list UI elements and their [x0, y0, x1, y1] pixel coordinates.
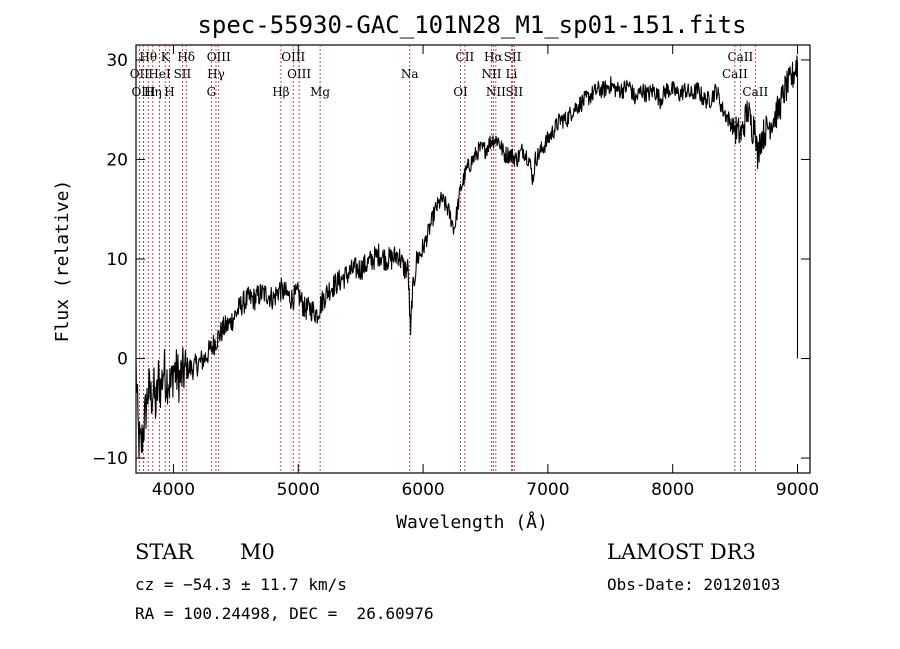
- emission-line-label: Hβ: [272, 85, 289, 99]
- y-tick-label: 30: [106, 51, 128, 71]
- emission-line-label: Hδ: [177, 50, 195, 64]
- x-axis-label: Wavelength (Å): [396, 511, 548, 533]
- x-tick-label: 4000: [152, 480, 195, 500]
- emission-line-label: SII: [505, 85, 523, 99]
- y-tick-label: 20: [106, 150, 128, 170]
- y-tick-label: 0: [117, 350, 128, 370]
- emission-line-label: HeI: [148, 67, 171, 81]
- x-tick-label: 8000: [651, 480, 694, 500]
- spectrum-line: [135, 55, 799, 458]
- chart-title: spec-55930-GAC_101N28_M1_sp01-151.fits: [197, 11, 746, 39]
- emission-line-label: CaII: [727, 50, 753, 64]
- emission-line-label: OIII: [287, 67, 311, 81]
- obs-date: Obs-Date: 20120103: [607, 575, 781, 594]
- emission-line-label: OIII: [131, 85, 155, 99]
- emission-line-label: Hγ: [207, 67, 225, 81]
- emission-line-label: OIII: [281, 50, 305, 64]
- x-tick-label: 6000: [401, 480, 444, 500]
- x-tick-label: 9000: [776, 480, 819, 500]
- emission-line-label: OIII: [207, 50, 231, 64]
- emission-line-label: NII: [486, 85, 506, 99]
- emission-line-label: Hα: [484, 50, 503, 64]
- emission-line-label: OI: [453, 85, 468, 99]
- y-tick-label: 10: [106, 250, 128, 270]
- emission-line-label: Li: [506, 67, 518, 81]
- emission-line-label: OII: [130, 67, 150, 81]
- spectrum-chart: spec-55930-GAC_101N28_M1_sp01-151.fits H…: [52, 11, 819, 533]
- axis-ticks: 4000 5000 6000 7000 8000 9000 −10 0 10 20 30: [92, 45, 819, 500]
- emission-line-label: Hη: [144, 85, 162, 99]
- emission-line-label: SII: [504, 50, 522, 64]
- survey-name: LAMOST DR3: [607, 540, 756, 564]
- x-tick-label: 7000: [526, 480, 569, 500]
- emission-line-label: H: [164, 85, 174, 99]
- coordinates: RA = 100.24498, DEC = 26.60976: [135, 604, 434, 623]
- plot-frame: [135, 44, 811, 474]
- object-class: STAR: [135, 540, 194, 564]
- emission-line-label: K: [161, 50, 171, 64]
- emission-line-label: G: [207, 85, 217, 99]
- emission-lines: [138, 45, 756, 473]
- redshift-info: cz = −54.3 ± 11.7 km/s: [135, 575, 347, 594]
- emission-line-label: Mg: [310, 85, 330, 99]
- emission-line-label: SII: [174, 67, 192, 81]
- emission-line-label: CII: [456, 50, 475, 64]
- emission-line-label: Hθ: [139, 50, 157, 64]
- object-subclass: M0: [240, 540, 275, 564]
- y-tick-label: −10: [92, 449, 128, 469]
- y-axis-label: Flux (relative): [52, 180, 73, 343]
- emission-line-label: Na: [401, 67, 419, 81]
- emission-line-label: NII: [481, 67, 501, 81]
- emission-line-label: CaII: [742, 85, 768, 99]
- emission-line-label: CaII: [722, 67, 748, 81]
- x-tick-label: 5000: [277, 480, 320, 500]
